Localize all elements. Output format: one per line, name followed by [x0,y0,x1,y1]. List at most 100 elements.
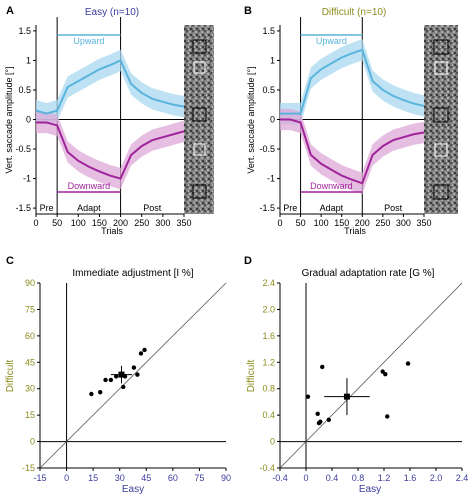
d-xtick-label: 2.0 [430,473,443,483]
b-downward-label: Downward [310,181,353,191]
a-xtick-label: 350 [176,218,191,228]
panel-a-stimulus-markers [193,61,206,156]
c-ytick-label: 0 [30,437,35,447]
b-xtick-label: 350 [416,218,431,228]
c-point-3 [108,377,114,383]
d-ytick-label: 2.0 [262,304,275,314]
d-point-8 [385,414,390,419]
panel-c-plot: -15 0 15 30 45 60 75 90 90 75 60 45 30 15 0 -15 [22,278,231,483]
b-upward-band [280,39,424,125]
b-xtick-label: 200 [355,218,370,228]
b-downward-line [280,118,425,185]
b-xtick-label: 150 [334,218,349,228]
panel-c-ylabel: Difficult [5,359,16,392]
panel-d-letter: D [244,255,252,267]
b-phase-label-post: Post [384,203,403,213]
a-xtick-label: 50 [52,218,62,228]
panel-d-plot: -0.4 0 0.4 0.8 1.2 1.6 2.0 2.4 2.4 2.0 1.6 1.2 0.8 0.… [259,278,468,483]
d-point-0 [305,394,311,399]
d-point-3 [318,419,323,424]
panel-b: B Difficult (n=10) Vert. saccade amplitu… [244,5,458,236]
c-xtick-label: 90 [221,473,231,483]
d-point-1 [315,411,320,417]
panel-d-xlabel: Easy [359,484,381,495]
panel-b-ylabel: Vert. saccade amplitude [°] [246,66,256,173]
d-xtick-label: -0.4 [272,473,288,483]
panel-a-letter: A [6,5,14,17]
d-point-5 [326,417,331,422]
c-xtick-label: 30 [115,473,125,483]
c-point-10 [142,347,147,353]
c-point-0 [89,391,94,397]
a-ytick-label: 0.5 [18,85,31,95]
b-ytick-label: 0 [270,115,275,125]
b-xtick-label: 50 [296,218,306,228]
a-phase-label-post: Post [143,203,162,213]
panel-b-stimulus-markers [434,61,448,157]
panel-b-xlabel: Trials [344,226,366,236]
b-xtick-label: 0 [277,218,282,228]
panel-a-xlabel: Trials [101,226,123,236]
a-upward-line [35,59,185,115]
d-xtick-label: 0.4 [326,473,339,483]
a-ytick-label: -0.5 [15,144,31,154]
d-xtick-label: 0 [303,473,308,483]
panel-b-stimulus-markers-dark [433,39,449,200]
a-downward-band [36,111,184,190]
c-ytick-label: -15 [22,463,35,473]
b-phase-label-pre: Pre [283,203,297,213]
panel-b-title: Difficult (n=10) [322,7,387,18]
d-ytick-label: 2.4 [262,278,275,288]
d-mean-marker [343,393,350,400]
a-xtick-label: 300 [155,218,170,228]
c-point-7 [131,365,137,370]
c-xtick-label: 15 [88,473,98,483]
a-downward-line [36,121,185,180]
panel-c: C Immediate adjustment [I %] Difficult E… [5,255,231,495]
a-ytick-label: 1.5 [18,26,31,36]
c-ytick-label: 45 [25,357,35,367]
d-ytick-label: 1.2 [262,357,275,367]
a-ytick-label: 0 [26,115,31,125]
c-xtick-label: 60 [168,473,178,483]
c-point-8 [135,372,140,377]
c-xtick-label: -15 [33,473,46,483]
a-phase-label-adapt: Adapt [77,203,101,213]
panel-d-title: Gradual adaptation rate [G %] [302,268,435,279]
panel-d-ylabel: Difficult [246,359,257,392]
c-point-6 [122,374,128,379]
b-ytick-label: 1.5 [262,26,275,36]
d-ytick-label: 0.4 [262,410,275,420]
b-xtick-label: 300 [396,218,411,228]
a-upward-label: Upward [73,36,104,46]
a-ytick-label: 1 [26,55,31,65]
b-ytick-label: 0.5 [262,85,275,95]
d-ytick-label: 0.8 [262,384,275,394]
panel-a-title: Easy (n=10) [85,7,139,18]
c-mean-marker [118,371,125,378]
a-ytick-label: -1 [23,174,31,184]
d-ytick-label: 0 [270,437,275,447]
c-unity-line [39,282,227,469]
c-point-4 [113,374,119,379]
b-ytick-label: -1 [267,174,275,184]
d-ytick-label: 1.6 [262,331,275,341]
c-ytick-label: 90 [25,278,35,288]
panel-b-letter: B [244,5,252,17]
b-xtick-label: 100 [314,218,329,228]
c-xtick-label: 0 [64,473,69,483]
d-ytick-label: -0.4 [259,463,275,473]
d-xtick-label: 0.8 [352,473,365,483]
b-ytick-label: 1 [270,55,275,65]
panel-a-plot: 1.510.50-0.5-1-1.50 50 100 150 200 250 300 350P… [15,17,192,228]
b-phase-label-adapt: Adapt [320,203,344,213]
a-xtick-label: 0 [33,218,38,228]
c-ytick-label: 75 [25,304,35,314]
c-xtick-label: 75 [194,473,204,483]
panel-a-stimulus-markers-dark [192,39,207,199]
b-upward-line [280,48,425,115]
panel-d: D Gradual adaptation rate [G %] Difficul… [244,255,468,495]
c-point-2 [103,377,108,383]
d-xtick-label: 1.6 [404,473,417,483]
